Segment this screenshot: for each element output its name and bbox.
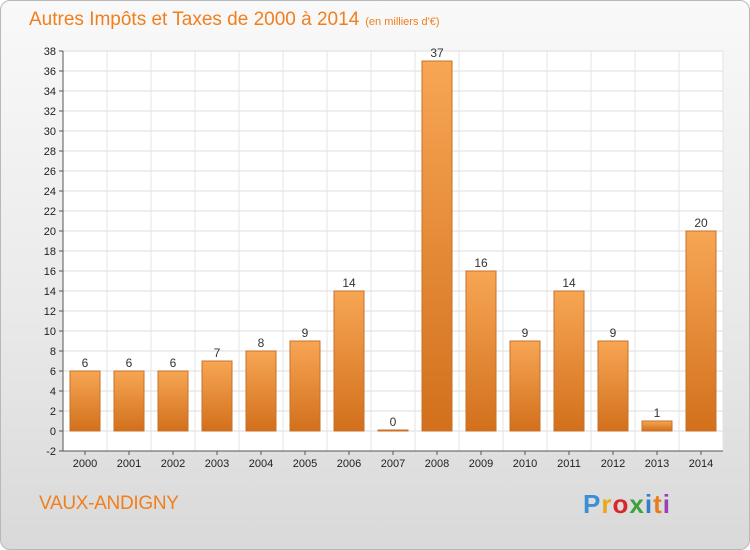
y-tick-label: 34 xyxy=(44,86,56,98)
y-tick-label: 32 xyxy=(44,106,56,118)
data-label: 14 xyxy=(562,276,576,290)
x-tick-label: 2006 xyxy=(337,458,361,470)
x-tick-label: 2005 xyxy=(293,458,317,470)
y-tick-label: 4 xyxy=(50,386,56,398)
proxiti-logo: Proxiti xyxy=(583,489,671,520)
bar xyxy=(333,290,365,432)
x-tick-label: 2011 xyxy=(557,458,581,470)
bar xyxy=(685,230,717,432)
data-label: 1 xyxy=(654,406,661,420)
x-tick-label: 2012 xyxy=(601,458,625,470)
commune-name: VAUX-ANDIGNY xyxy=(39,493,179,514)
x-tick-label: 2001 xyxy=(117,458,141,470)
x-tick-label: 2010 xyxy=(513,458,537,470)
logo-letter: x xyxy=(629,489,645,519)
y-tick-label: -2 xyxy=(46,446,56,458)
value-labels: 6 6 6 7 8 9 14 0 37 16 9 14 9 1 20 xyxy=(82,46,708,429)
data-label: 16 xyxy=(474,256,488,270)
bar xyxy=(509,340,541,432)
axes: -202468101214161820222426283032343638200… xyxy=(44,46,723,470)
chart-title-unit: (en milliers d'€) xyxy=(365,16,440,28)
logo-letter: P xyxy=(583,489,602,519)
data-label: 9 xyxy=(302,326,309,340)
data-label: 0 xyxy=(390,415,397,429)
bar xyxy=(553,290,585,432)
y-tick-label: 6 xyxy=(50,366,56,378)
y-tick-label: 28 xyxy=(44,146,56,158)
chart-title: Autres Impôts et Taxes de 2000 à 2014 (en… xyxy=(29,9,440,31)
x-tick-label: 2013 xyxy=(645,458,669,470)
y-tick-label: 16 xyxy=(44,266,56,278)
logo-letter: t xyxy=(653,489,663,519)
data-label: 7 xyxy=(214,346,221,360)
logo-letter: i xyxy=(644,489,654,519)
x-tick-label: 2003 xyxy=(205,458,229,470)
y-tick-label: 38 xyxy=(44,46,56,58)
bar xyxy=(157,370,189,432)
data-label: 6 xyxy=(170,356,177,370)
bar xyxy=(201,360,233,432)
bar xyxy=(69,370,101,432)
y-tick-label: 8 xyxy=(50,346,56,358)
data-label: 20 xyxy=(694,216,708,230)
y-tick-label: 12 xyxy=(44,306,56,318)
data-label: 9 xyxy=(522,326,529,340)
y-tick-label: 26 xyxy=(44,166,56,178)
x-tick-label: 2004 xyxy=(249,458,273,470)
data-label: 6 xyxy=(82,356,89,370)
bar xyxy=(465,270,497,432)
bar xyxy=(641,420,673,432)
x-tick-label: 2014 xyxy=(689,458,713,470)
x-tick-label: 2000 xyxy=(73,458,97,470)
y-tick-label: 22 xyxy=(44,206,56,218)
chart-title-text: Autres Impôts et Taxes de 2000 à 2014 xyxy=(29,9,360,30)
bar xyxy=(245,350,277,432)
y-tick-label: 10 xyxy=(44,326,56,338)
bar xyxy=(113,370,145,432)
bar xyxy=(377,429,409,432)
y-tick-label: 30 xyxy=(44,126,56,138)
x-tick-label: 2002 xyxy=(161,458,185,470)
logo-letter: o xyxy=(612,489,630,519)
y-tick-label: 0 xyxy=(50,426,56,438)
y-tick-label: 36 xyxy=(44,66,56,78)
bar xyxy=(597,340,629,432)
bar xyxy=(289,340,321,432)
y-tick-label: 20 xyxy=(44,226,56,238)
bars xyxy=(69,60,717,432)
x-tick-label: 2009 xyxy=(469,458,493,470)
y-tick-label: 14 xyxy=(44,286,56,298)
data-label: 9 xyxy=(610,326,617,340)
y-tick-label: 24 xyxy=(44,186,56,198)
bar xyxy=(421,60,453,432)
data-label: 6 xyxy=(126,356,133,370)
y-tick-label: 18 xyxy=(44,246,56,258)
x-tick-label: 2007 xyxy=(381,458,405,470)
data-label: 14 xyxy=(342,276,356,290)
y-tick-label: 2 xyxy=(50,406,56,418)
x-tick-label: 2008 xyxy=(425,458,449,470)
logo-letter: i xyxy=(662,489,671,519)
data-label: 37 xyxy=(430,46,444,60)
logo-letter: r xyxy=(601,489,613,519)
data-label: 8 xyxy=(258,336,265,350)
